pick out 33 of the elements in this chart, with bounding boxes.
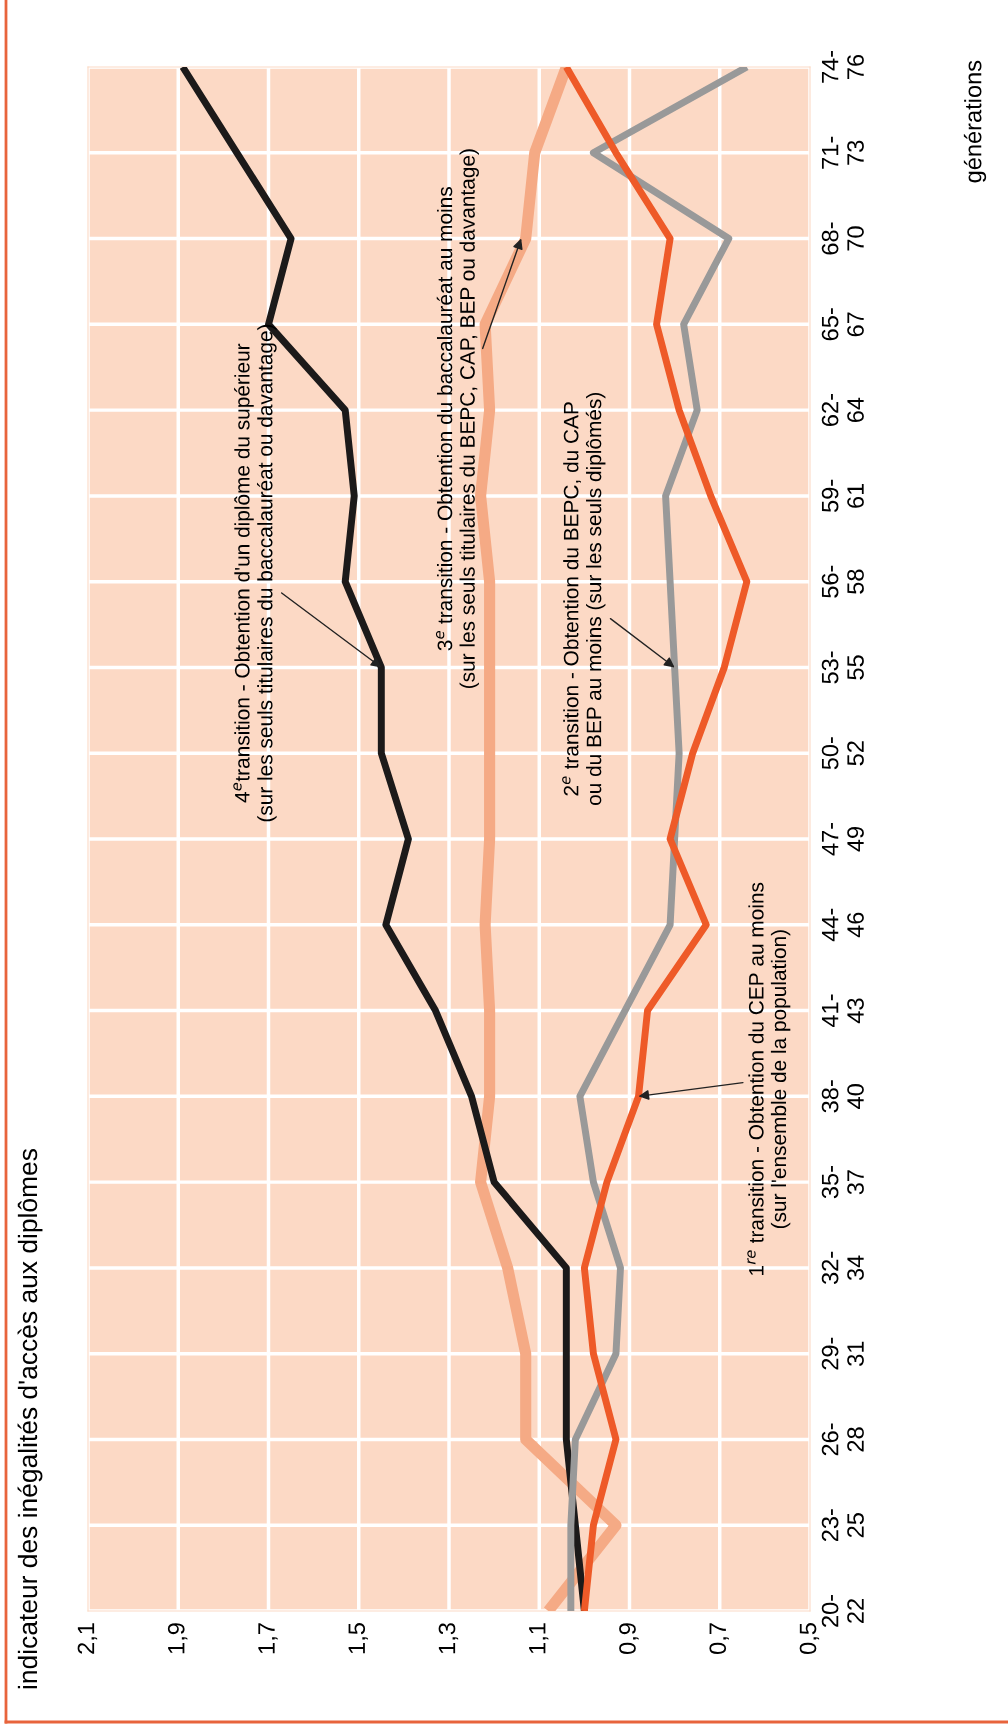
annotation: 2$^{e}$ transition - Obtention du BEPC, du CAP ou du BEP au moins (sur les seuls diplômés) <box>562 393 606 806</box>
y-tick-label: 38- 40 <box>821 1080 864 1113</box>
annotation: 1$^{re}$ transition - Obtention du CEP au moins (sur l'ensemble de la population) <box>747 882 791 1275</box>
y-tick-label: 62- 64 <box>821 394 864 426</box>
x-tick-label: 0,5 <box>799 1623 820 1655</box>
y-tick-label: 68- 70 <box>821 222 864 255</box>
y-axis-title: générations <box>963 60 987 183</box>
x-tick-label: 1,9 <box>167 1623 188 1654</box>
y-tick-label: 32- 34 <box>821 1251 864 1285</box>
y-tick-label: 20- 22 <box>821 1594 864 1627</box>
y-tick-label: 35- 37 <box>821 1166 864 1199</box>
x-tick-label: 1,1 <box>529 1623 549 1654</box>
y-tick-label: 44- 46 <box>821 908 864 942</box>
x-tick-label: 1,5 <box>348 1623 368 1654</box>
y-tick-label: 41- 43 <box>821 994 864 1028</box>
x-tick-label: 0,7 <box>709 1623 729 1655</box>
text: indicateur des inégalités d'accès aux diplômes <box>17 1149 43 1689</box>
y-tick-label: 47- 49 <box>821 822 864 856</box>
y-tick-label: 74- 76 <box>821 50 864 83</box>
x-tick-label: 1,7 <box>258 1623 278 1654</box>
y-tick-label: 71- 73 <box>821 136 864 169</box>
annotation: 3$^{e}$ transition - Obtention du baccalauréat au moins (sur les seuls titulaires du BEPC, CAP, BEP ou davantage) <box>435 149 479 688</box>
x-tick-label: 1,3 <box>438 1623 459 1654</box>
y-tick-label: 56- 58 <box>821 565 864 598</box>
x-tick-label: 2,1 <box>77 1623 98 1654</box>
y-tick-label: 23- 25 <box>821 1509 864 1542</box>
y-tick-label: 65- 67 <box>821 308 864 341</box>
x-tick-label: 0,9 <box>619 1623 639 1655</box>
y-tick-label: 50- 52 <box>821 737 864 770</box>
y-tick-label: 29- 31 <box>821 1337 864 1370</box>
y-tick-label: 59- 61 <box>821 479 864 513</box>
y-tick-label: 53- 55 <box>821 651 864 684</box>
y-tick-label: 26- 28 <box>821 1423 864 1456</box>
